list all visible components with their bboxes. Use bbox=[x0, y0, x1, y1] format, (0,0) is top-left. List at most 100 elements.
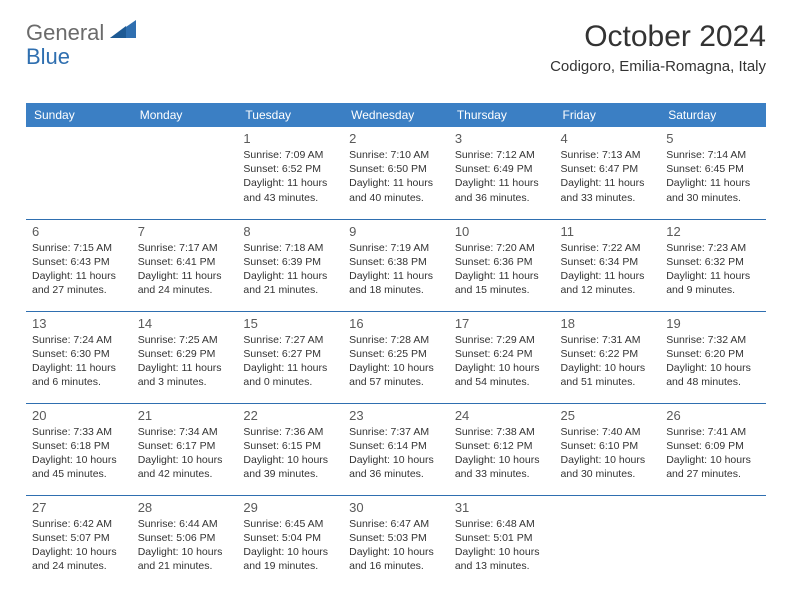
calendar-row: 20Sunrise: 7:33 AMSunset: 6:18 PMDayligh… bbox=[26, 403, 766, 495]
day-info: Sunrise: 7:24 AMSunset: 6:30 PMDaylight:… bbox=[32, 333, 126, 390]
day-info: Sunrise: 6:48 AMSunset: 5:01 PMDaylight:… bbox=[455, 517, 549, 574]
calendar-cell bbox=[660, 495, 766, 587]
day-number: 8 bbox=[243, 224, 337, 239]
day-info: Sunrise: 7:36 AMSunset: 6:15 PMDaylight:… bbox=[243, 425, 337, 482]
day-number: 12 bbox=[666, 224, 760, 239]
day-header: Friday bbox=[555, 103, 661, 127]
day-number: 4 bbox=[561, 131, 655, 146]
day-info: Sunrise: 7:40 AMSunset: 6:10 PMDaylight:… bbox=[561, 425, 655, 482]
calendar-row: 13 Sunrise: 7:24 AMSunset: 6:30 PMDayligh… bbox=[26, 311, 766, 403]
day-number: 28 bbox=[138, 500, 232, 515]
day-number: 20 bbox=[32, 408, 126, 423]
day-info: Sunrise: 7:19 AMSunset: 6:38 PMDaylight:… bbox=[349, 241, 443, 298]
day-number: 29 bbox=[243, 500, 337, 515]
day-number: 9 bbox=[349, 224, 443, 239]
calendar-cell: 30 Sunrise: 6:47 AMSunset: 5:03 PMDayligh… bbox=[343, 495, 449, 587]
day-info: Sunrise: 7:28 AMSunset: 6:25 PMDaylight:… bbox=[349, 333, 443, 390]
day-number: 22 bbox=[243, 408, 337, 423]
calendar-grid: SundayMondayTuesdayWednesdayThursdayFrid… bbox=[26, 103, 766, 587]
day-info: Sunrise: 6:44 AMSunset: 5:06 PMDaylight:… bbox=[138, 517, 232, 574]
day-number: 24 bbox=[455, 408, 549, 423]
day-info: Sunrise: 7:09 AMSunset: 6:52 PMDaylight:… bbox=[243, 148, 337, 205]
page-title: October 2024 bbox=[550, 20, 766, 54]
day-number: 1 bbox=[243, 131, 337, 146]
calendar-cell: 24 Sunrise: 7:38 AMSunset: 6:12 PMDayligh… bbox=[449, 403, 555, 495]
location: Codigoro, Emilia-Romagna, Italy bbox=[550, 58, 766, 75]
day-number: 23 bbox=[349, 408, 443, 423]
calendar-cell: 28 Sunrise: 6:44 AMSunset: 5:06 PMDayligh… bbox=[132, 495, 238, 587]
day-info: Sunrise: 7:32 AMSunset: 6:20 PMDaylight:… bbox=[666, 333, 760, 390]
day-info: Sunrise: 7:13 AMSunset: 6:47 PMDaylight:… bbox=[561, 148, 655, 205]
day-header: Sunday bbox=[26, 103, 132, 127]
day-info: Sunrise: 7:37 AMSunset: 6:14 PMDaylight:… bbox=[349, 425, 443, 482]
day-info: Sunrise: 7:27 AMSunset: 6:27 PMDaylight:… bbox=[243, 333, 337, 390]
day-number: 6 bbox=[32, 224, 126, 239]
calendar-cell: 11Sunrise: 7:22 AMSunset: 6:34 PMDayligh… bbox=[555, 219, 661, 311]
calendar-row: 27 Sunrise: 6:42 AMSunset: 5:07 PMDayligh… bbox=[26, 495, 766, 587]
day-info: Sunrise: 7:41 AMSunset: 6:09 PMDaylight:… bbox=[666, 425, 760, 482]
day-info: Sunrise: 7:29 AMSunset: 6:24 PMDaylight:… bbox=[455, 333, 549, 390]
day-number: 21 bbox=[138, 408, 232, 423]
day-number: 19 bbox=[666, 316, 760, 331]
day-header: Saturday bbox=[660, 103, 766, 127]
day-header-row: SundayMondayTuesdayWednesdayThursdayFrid… bbox=[26, 103, 766, 127]
logo-text-general: General bbox=[26, 20, 104, 46]
day-header: Wednesday bbox=[343, 103, 449, 127]
calendar-cell: 22 Sunrise: 7:36 AMSunset: 6:15 PMDayligh… bbox=[237, 403, 343, 495]
day-info: Sunrise: 7:38 AMSunset: 6:12 PMDaylight:… bbox=[455, 425, 549, 482]
day-info: Sunrise: 7:23 AMSunset: 6:32 PMDaylight:… bbox=[666, 241, 760, 298]
logo: General bbox=[26, 20, 140, 46]
calendar-cell: 17 Sunrise: 7:29 AMSunset: 6:24 PMDayligh… bbox=[449, 311, 555, 403]
day-number: 7 bbox=[138, 224, 232, 239]
calendar-cell: 13 Sunrise: 7:24 AMSunset: 6:30 PMDayligh… bbox=[26, 311, 132, 403]
day-header: Thursday bbox=[449, 103, 555, 127]
day-number: 18 bbox=[561, 316, 655, 331]
day-number: 13 bbox=[32, 316, 126, 331]
calendar-cell bbox=[555, 495, 661, 587]
day-number: 16 bbox=[349, 316, 443, 331]
calendar-cell: 12 Sunrise: 7:23 AMSunset: 6:32 PMDayligh… bbox=[660, 219, 766, 311]
calendar-cell: 3Sunrise: 7:12 AMSunset: 6:49 PMDaylight… bbox=[449, 127, 555, 219]
day-number: 11 bbox=[561, 224, 655, 239]
calendar-cell: 27 Sunrise: 6:42 AMSunset: 5:07 PMDayligh… bbox=[26, 495, 132, 587]
day-number: 10 bbox=[455, 224, 549, 239]
calendar-cell: 1 Sunrise: 7:09 AMSunset: 6:52 PMDaylight… bbox=[237, 127, 343, 219]
calendar-row: 1 Sunrise: 7:09 AMSunset: 6:52 PMDaylight… bbox=[26, 127, 766, 219]
calendar-cell: 2Sunrise: 7:10 AMSunset: 6:50 PMDaylight… bbox=[343, 127, 449, 219]
day-number: 14 bbox=[138, 316, 232, 331]
calendar-cell: 25Sunrise: 7:40 AMSunset: 6:10 PMDayligh… bbox=[555, 403, 661, 495]
calendar-cell: 18 Sunrise: 7:31 AMSunset: 6:22 PMDayligh… bbox=[555, 311, 661, 403]
calendar-body: 1 Sunrise: 7:09 AMSunset: 6:52 PMDaylight… bbox=[26, 127, 766, 587]
day-header: Monday bbox=[132, 103, 238, 127]
calendar-cell: 19 Sunrise: 7:32 AMSunset: 6:20 PMDayligh… bbox=[660, 311, 766, 403]
title-block: October 2024 Codigoro, Emilia-Romagna, I… bbox=[550, 20, 766, 75]
calendar-cell: 14 Sunrise: 7:25 AMSunset: 6:29 PMDayligh… bbox=[132, 311, 238, 403]
day-info: Sunrise: 7:25 AMSunset: 6:29 PMDaylight:… bbox=[138, 333, 232, 390]
day-number: 17 bbox=[455, 316, 549, 331]
day-number: 27 bbox=[32, 500, 126, 515]
calendar-cell: 20Sunrise: 7:33 AMSunset: 6:18 PMDayligh… bbox=[26, 403, 132, 495]
day-info: Sunrise: 6:42 AMSunset: 5:07 PMDaylight:… bbox=[32, 517, 126, 574]
day-info: Sunrise: 6:47 AMSunset: 5:03 PMDaylight:… bbox=[349, 517, 443, 574]
day-info: Sunrise: 7:31 AMSunset: 6:22 PMDaylight:… bbox=[561, 333, 655, 390]
day-info: Sunrise: 7:18 AMSunset: 6:39 PMDaylight:… bbox=[243, 241, 337, 298]
calendar-cell: 6Sunrise: 7:15 AMSunset: 6:43 PMDaylight… bbox=[26, 219, 132, 311]
calendar-cell: 29Sunrise: 6:45 AMSunset: 5:04 PMDayligh… bbox=[237, 495, 343, 587]
day-info: Sunrise: 7:20 AMSunset: 6:36 PMDaylight:… bbox=[455, 241, 549, 298]
day-number: 30 bbox=[349, 500, 443, 515]
calendar-cell: 21Sunrise: 7:34 AMSunset: 6:17 PMDayligh… bbox=[132, 403, 238, 495]
calendar-cell: 7 Sunrise: 7:17 AMSunset: 6:41 PMDaylight… bbox=[132, 219, 238, 311]
calendar-page: General October 2024 Codigoro, Emilia-Ro… bbox=[0, 0, 792, 607]
day-info: Sunrise: 7:14 AMSunset: 6:45 PMDaylight:… bbox=[666, 148, 760, 205]
calendar-cell bbox=[26, 127, 132, 219]
day-number: 31 bbox=[455, 500, 549, 515]
logo-text-blue: Blue bbox=[26, 44, 70, 69]
day-number: 5 bbox=[666, 131, 760, 146]
day-header: Tuesday bbox=[237, 103, 343, 127]
day-number: 3 bbox=[455, 131, 549, 146]
day-info: Sunrise: 7:17 AMSunset: 6:41 PMDaylight:… bbox=[138, 241, 232, 298]
calendar-cell bbox=[132, 127, 238, 219]
day-info: Sunrise: 7:10 AMSunset: 6:50 PMDaylight:… bbox=[349, 148, 443, 205]
calendar-cell: 5 Sunrise: 7:14 AMSunset: 6:45 PMDaylight… bbox=[660, 127, 766, 219]
calendar-cell: 10 Sunrise: 7:20 AMSunset: 6:36 PMDayligh… bbox=[449, 219, 555, 311]
